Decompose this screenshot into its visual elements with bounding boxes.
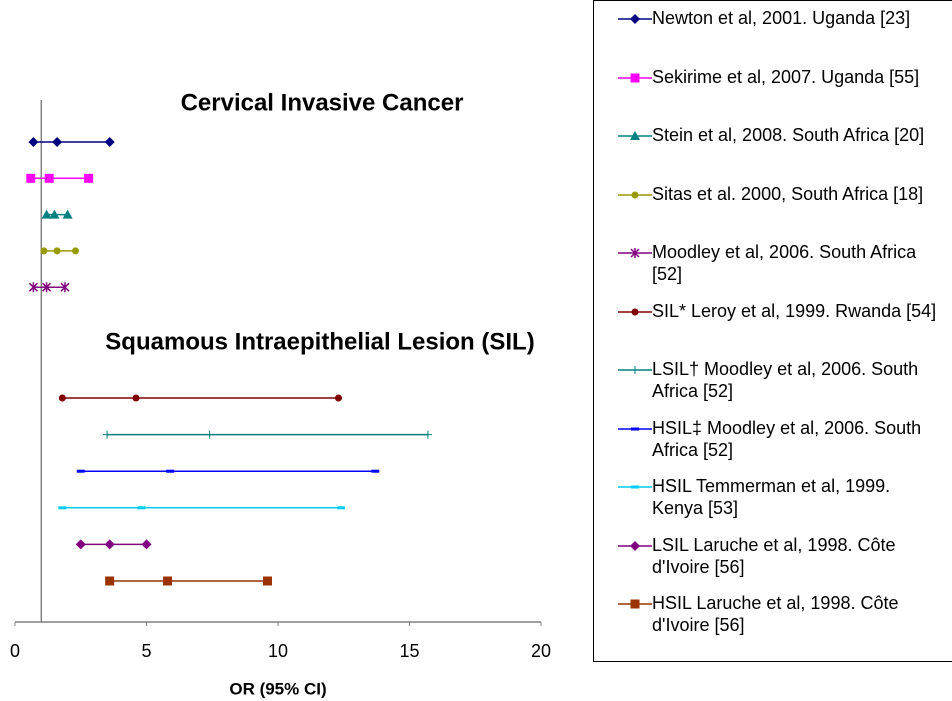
marker: [53, 247, 61, 255]
legend-label: Sitas et al. 2000, South Africa [18]: [652, 183, 924, 204]
marker: [631, 485, 639, 489]
x-tick-label: 15: [399, 641, 419, 661]
legend-entry: HSIL‡ Moodley et al, 2006. South Africa …: [594, 417, 952, 476]
legend-entry: HSIL Temmerman et al, 1999. Kenya [53]: [594, 475, 952, 534]
legend-entry: Sitas et al. 2000, South Africa [18]: [594, 183, 952, 242]
marker: [28, 282, 38, 293]
legend-symbol: [618, 599, 652, 609]
marker: [44, 173, 54, 183]
series: [58, 394, 342, 402]
group-label: Cervical Invasive Cancer: [181, 89, 464, 116]
x-tick-label: 10: [268, 641, 288, 661]
legend-entry: Moodley et al, 2006. South Africa [52]: [594, 241, 952, 300]
series: [105, 576, 272, 586]
legend-label: LSIL† Moodley et al, 2006. South Africa …: [652, 359, 919, 401]
marker: [631, 191, 639, 198]
series: [28, 282, 70, 293]
legend-symbol: [618, 191, 652, 198]
group-label: Squamous Intraepithelial Lesion (SIL): [105, 328, 534, 355]
legend-label: Moodley et al, 2006. South Africa [52]: [652, 242, 917, 284]
legend-label: HSIL Temmerman et al, 1999. Kenya [53]: [652, 476, 891, 518]
marker: [76, 469, 85, 473]
legend-label: Sekirime et al, 2007. Uganda [55]: [652, 66, 920, 87]
legend-label: HSIL‡ Moodley et al, 2006. South Africa …: [652, 417, 922, 460]
legend-symbol: [618, 248, 652, 258]
marker: [630, 14, 640, 24]
marker: [104, 539, 115, 550]
series: [75, 539, 152, 550]
series: [41, 209, 73, 219]
marker: [630, 73, 640, 82]
marker: [137, 506, 146, 510]
legend-entry: Newton et al, 2001. Uganda [23]: [594, 7, 952, 66]
marker: [49, 209, 60, 219]
marker: [423, 430, 432, 439]
x-tick-label: 20: [531, 641, 551, 661]
legend-symbol: [618, 427, 652, 430]
marker: [84, 173, 94, 183]
legend-label: Newton et al, 2001. Uganda [23]: [652, 8, 911, 28]
marker: [75, 539, 86, 550]
legend-symbol: [618, 14, 652, 24]
legend: Newton et al, 2001. Uganda [23] Sekirime …: [593, 0, 952, 662]
marker: [631, 308, 639, 315]
x-tick-label: 0: [10, 641, 20, 661]
marker: [105, 576, 115, 586]
legend-symbol: [618, 73, 652, 82]
marker: [163, 576, 173, 586]
series: [26, 173, 94, 183]
marker: [631, 427, 639, 430]
legend-entry: Sekirime et al, 2007. Uganda [55]: [594, 66, 952, 125]
marker: [62, 209, 73, 219]
legend-entry: Stein et al, 2008. South Africa [20]: [594, 124, 952, 183]
marker: [42, 282, 52, 293]
x-tick-label: 5: [141, 641, 151, 661]
marker: [337, 506, 346, 510]
legend-symbol: [618, 131, 652, 140]
series: [58, 506, 346, 510]
series: [103, 430, 432, 439]
marker: [132, 394, 140, 402]
marker: [371, 469, 380, 473]
marker: [71, 247, 79, 255]
marker: [205, 430, 214, 439]
marker: [262, 576, 272, 586]
legend-entry: LSIL† Moodley et al, 2006. South Africa …: [594, 358, 952, 417]
series: [76, 469, 380, 473]
series: [40, 247, 79, 255]
marker: [631, 366, 639, 374]
marker: [334, 394, 342, 402]
series: [28, 137, 115, 147]
marker: [630, 131, 640, 140]
chart: OR (95% CI) 0 5 10 15 20 Cervical Invasive Ca…: [10, 89, 551, 698]
legend-entry: SIL* Leroy et al, 1999. Rwanda [54]: [594, 300, 952, 359]
marker: [166, 469, 175, 473]
legend-label: SIL* Leroy et al, 1999. Rwanda [54]: [652, 300, 937, 321]
marker: [58, 506, 67, 510]
legend-symbol: [618, 540, 652, 551]
marker: [40, 247, 48, 255]
marker: [630, 540, 640, 551]
marker: [103, 430, 112, 439]
legend-label: LSIL Laruche et al, 1998. Côte d'Ivoire …: [652, 534, 896, 577]
x-axis-label: OR (95% CI): [229, 679, 326, 698]
legend-label: HSIL Laruche et al, 1998. Côte d'Ivoire …: [652, 593, 899, 635]
marker: [52, 137, 63, 147]
marker: [630, 248, 640, 258]
marker: [141, 539, 152, 550]
marker: [41, 209, 52, 219]
marker: [26, 173, 36, 183]
marker: [630, 599, 640, 609]
marker: [58, 394, 66, 402]
legend-symbol: [618, 308, 652, 315]
marker: [28, 137, 39, 147]
marker: [60, 282, 70, 293]
legend-entry: LSIL Laruche et al, 1998. Côte d'Ivoire …: [594, 534, 952, 593]
legend-symbol: [618, 485, 652, 489]
legend-entry: HSIL Laruche et al, 1998. Côte d'Ivoire …: [594, 592, 952, 651]
legend-label: Stein et al, 2008. South Africa [20]: [652, 125, 925, 145]
marker: [104, 137, 115, 147]
legend-symbol: [618, 366, 652, 374]
